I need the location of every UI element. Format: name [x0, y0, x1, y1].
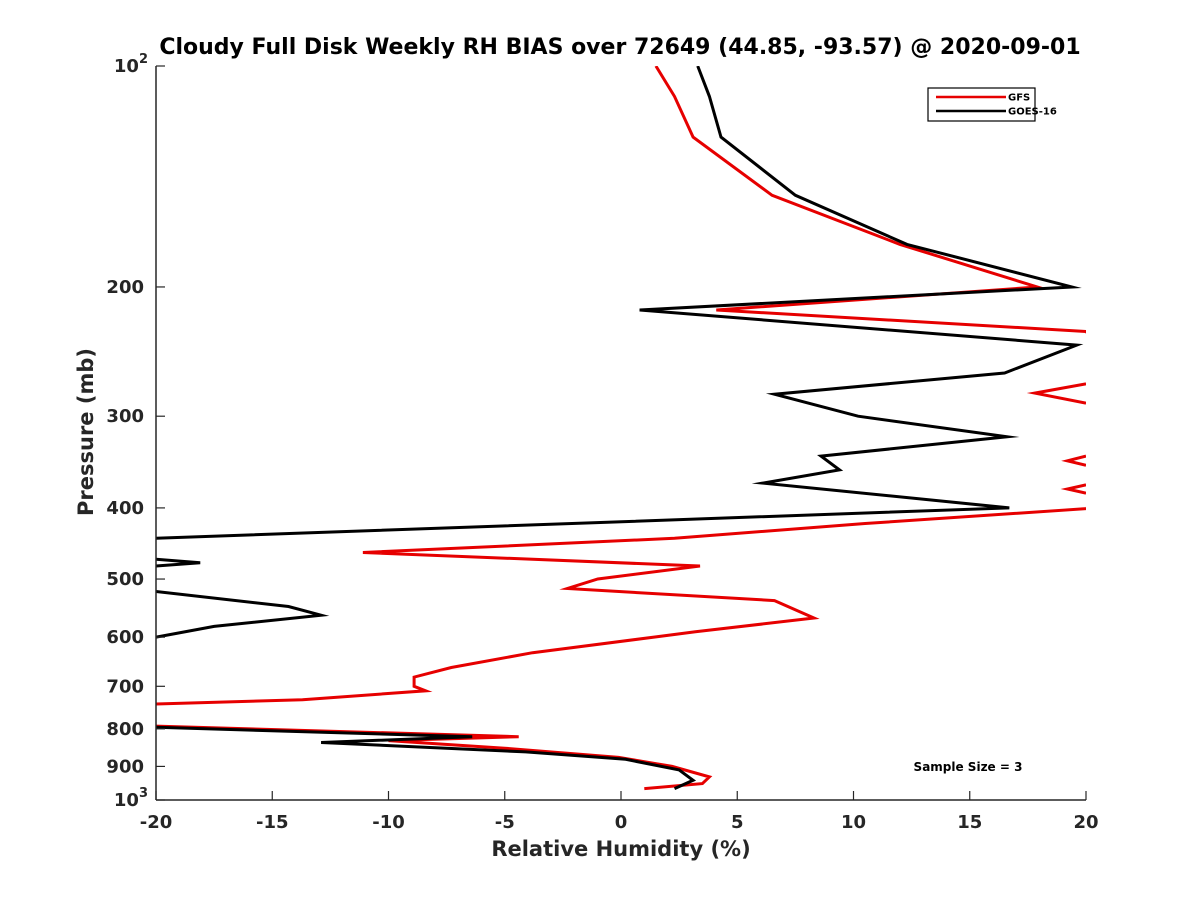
x-tick-label: 15: [957, 812, 982, 833]
series-goes-16-group: [156, 66, 1084, 790]
x-axis-ticks: -20 -15 -10 -5 0 5 10 15 20: [140, 791, 1099, 833]
x-tick-label: 0: [615, 812, 628, 833]
legend: GFS GOES-16: [927, 87, 1057, 122]
x-tick-label: -5: [495, 812, 515, 833]
y-tick-label: 500: [106, 569, 144, 590]
x-tick-label: -20: [140, 812, 173, 833]
x-axis-label: Relative Humidity (%): [491, 837, 750, 861]
series-gfs-group: [156, 66, 1086, 791]
x-tick-label: 10: [841, 812, 866, 833]
series-line-gfs: [156, 66, 1086, 791]
x-tick-label: -10: [372, 812, 405, 833]
y-tick-label: 700: [106, 676, 144, 697]
series-line-goes-16: [156, 66, 1084, 790]
legend-box: [927, 87, 1036, 122]
chart-title: Cloudy Full Disk Weekly RH BIAS over 726…: [159, 35, 1080, 60]
y-tick-label: 103: [114, 786, 148, 811]
y-axis-ticks: 102 200 300 400 500 600 700 800 900 103: [106, 52, 165, 811]
sample-size-annotation: Sample Size = 3: [914, 760, 1023, 774]
x-tick-label: -15: [256, 812, 289, 833]
y-axis-label: Pressure (mb): [74, 348, 98, 516]
y-tick-label: 102: [114, 52, 148, 77]
y-tick-label: 600: [106, 627, 144, 648]
y-tick-label: 900: [106, 756, 144, 777]
legend-label-gfs: GFS: [1008, 93, 1030, 104]
y-tick-label: 300: [106, 406, 144, 427]
x-tick-label: 5: [731, 812, 744, 833]
plot-area: [155, 66, 1086, 801]
legend-label-goes-16: GOES-16: [1008, 107, 1057, 118]
y-tick-label: 200: [106, 277, 144, 298]
y-tick-label: 800: [106, 719, 144, 740]
y-tick-label: 400: [106, 498, 144, 519]
x-tick-label: 20: [1073, 812, 1098, 833]
